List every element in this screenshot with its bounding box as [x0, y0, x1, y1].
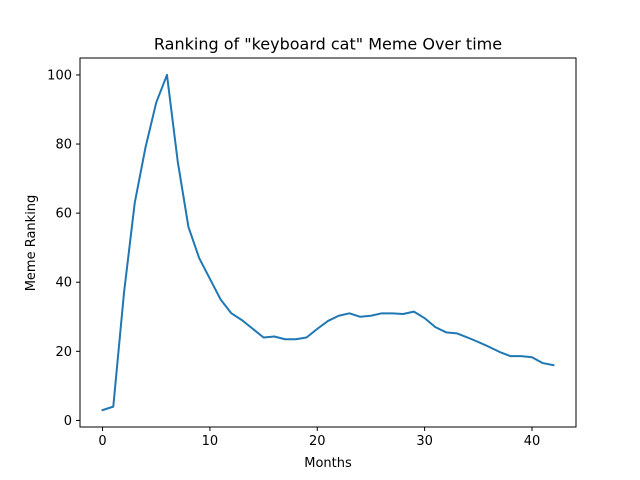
y-tick-label: 80 — [55, 138, 72, 153]
y-tick-label: 0 — [64, 414, 72, 429]
y-axis-label: Meme Ranking — [24, 195, 39, 292]
y-tick-label: 40 — [55, 276, 72, 291]
y-tick-label: 20 — [55, 345, 72, 360]
x-tick-label: 30 — [416, 434, 433, 449]
x-tick-label: 20 — [309, 434, 326, 449]
axes-frame — [79, 57, 577, 428]
x-tick-label: 0 — [98, 434, 106, 449]
x-axis-label: Months — [304, 456, 352, 471]
x-tick-label: 10 — [202, 434, 219, 449]
y-tick-label: 100 — [47, 68, 72, 83]
x-tick-label: 40 — [524, 434, 541, 449]
series-line-0 — [101, 73, 555, 412]
chart-title: Ranking of "keyboard cat" Meme Over time — [154, 35, 502, 54]
y-tick-label: 60 — [55, 207, 72, 222]
plot-area: 0 10 20 30 40 0 20 40 60 80 100 — [47, 57, 577, 449]
